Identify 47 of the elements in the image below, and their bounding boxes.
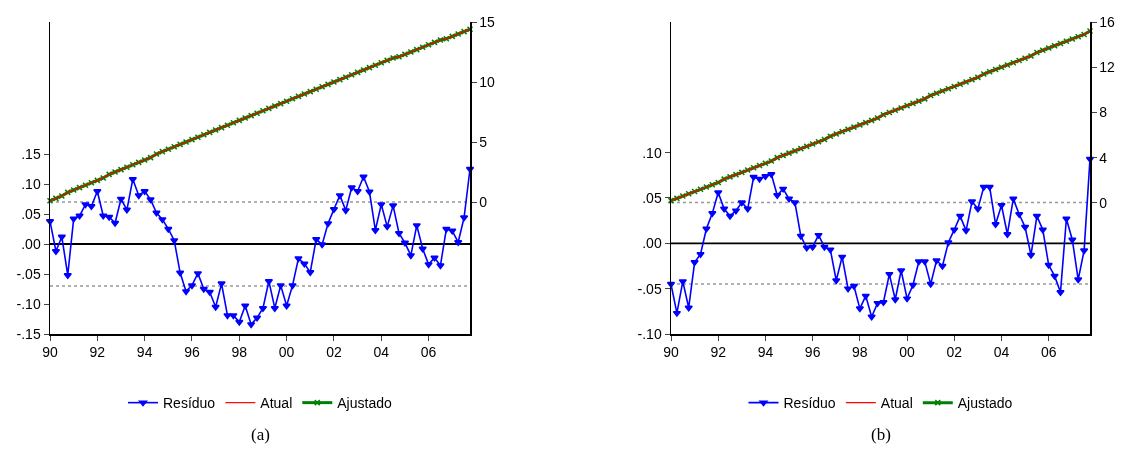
y2-tick-label: 10 bbox=[479, 73, 496, 90]
y-tick-label: .10 bbox=[21, 175, 41, 192]
x-tick-label: 00 bbox=[899, 344, 916, 361]
legend-label: Resíduo bbox=[783, 395, 836, 412]
y2-tick-label: 4 bbox=[1099, 149, 1108, 166]
x-tick-label: 90 bbox=[663, 344, 679, 361]
x-tick-label: 04 bbox=[373, 344, 390, 361]
x-tick-label: 92 bbox=[89, 344, 106, 361]
x-tick-label: 02 bbox=[326, 344, 342, 361]
x-tick-label: 02 bbox=[946, 344, 963, 361]
y-tick-label: .00 bbox=[21, 235, 41, 252]
x-tick-label: 96 bbox=[804, 344, 821, 361]
y2-tick-label: 12 bbox=[1099, 59, 1116, 76]
y-tick-label: -.10 bbox=[637, 325, 662, 342]
text: (a) bbox=[251, 425, 270, 444]
y2-tick-label: 8 bbox=[1099, 104, 1108, 121]
x-tick-label: 90 bbox=[42, 344, 58, 361]
x-tick-label: 96 bbox=[184, 344, 200, 361]
x-tick-label: 92 bbox=[710, 344, 727, 361]
legend-label: Atual bbox=[880, 395, 913, 412]
legend-label: Resíduo bbox=[163, 395, 216, 412]
y2-tick-label: 0 bbox=[1099, 194, 1108, 211]
text: (b) bbox=[871, 425, 891, 444]
legend-label: Atual bbox=[260, 395, 293, 412]
y2-tick-label: 0 bbox=[479, 193, 488, 210]
x-tick-label: 06 bbox=[1040, 344, 1057, 361]
x-tick-label: 06 bbox=[420, 344, 437, 361]
y2-tick-label: 5 bbox=[479, 133, 488, 150]
y2-tick-label: 16 bbox=[1099, 13, 1116, 30]
y-tick-label: .05 bbox=[21, 205, 41, 222]
y-tick-label: -.05 bbox=[16, 265, 41, 282]
y-tick-label: -.05 bbox=[637, 280, 662, 297]
y-tick-label: .10 bbox=[642, 144, 662, 161]
x-tick-label: 94 bbox=[757, 344, 774, 361]
y-tick-label: -.10 bbox=[16, 295, 41, 312]
legend-label: Ajustado bbox=[957, 395, 1013, 412]
y-tick-label: .00 bbox=[642, 235, 662, 252]
y-tick-label: .05 bbox=[642, 189, 662, 206]
x-tick-label: 94 bbox=[136, 344, 153, 361]
legend-label: Ajustado bbox=[337, 395, 392, 412]
x-tick-label: 98 bbox=[231, 344, 248, 361]
y2-tick-label: 15 bbox=[479, 13, 496, 30]
y-tick-label: .15 bbox=[21, 145, 41, 162]
x-tick-label: 98 bbox=[852, 344, 868, 361]
x-tick-label: 00 bbox=[278, 344, 295, 361]
y-tick-label: -.15 bbox=[16, 325, 41, 342]
x-tick-label: 04 bbox=[993, 344, 1010, 361]
